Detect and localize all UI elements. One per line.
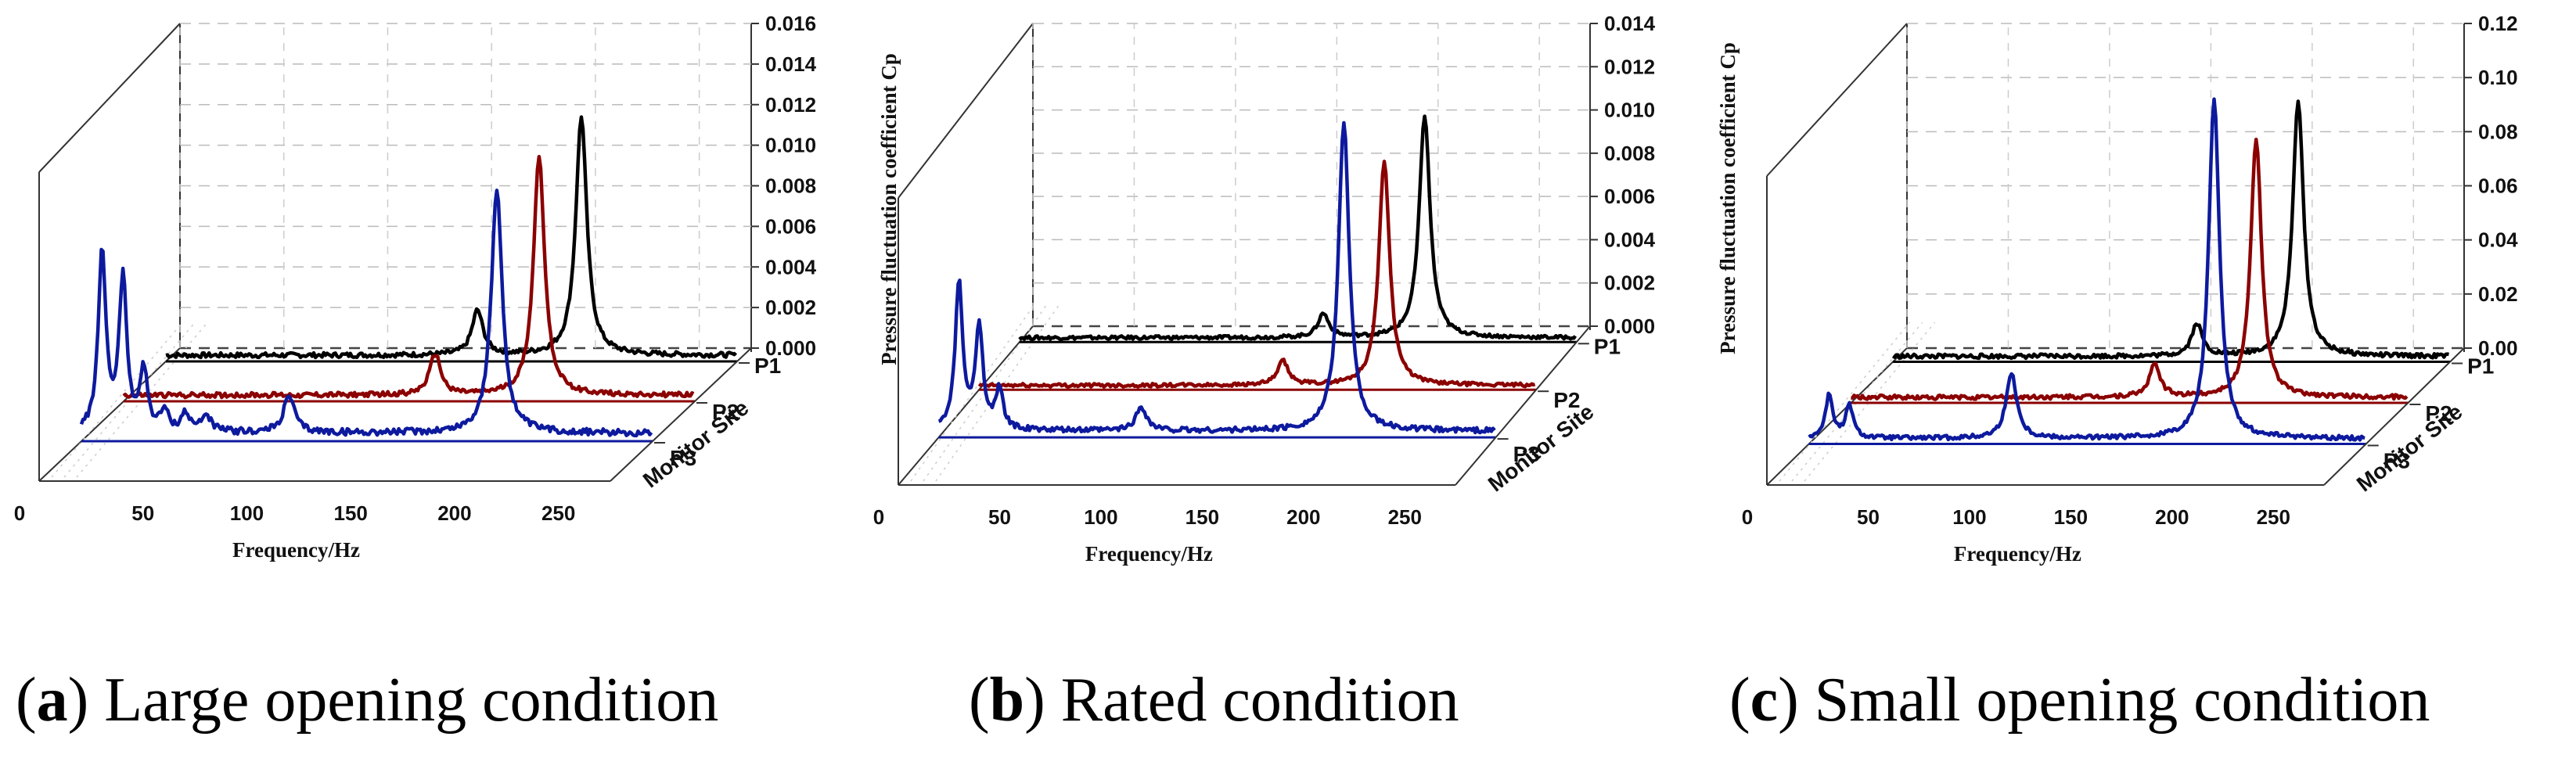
- y-tick-label: 0.000: [1604, 314, 1655, 338]
- caption-b-tag: b: [989, 666, 1025, 735]
- series-line-P3: [79, 189, 653, 438]
- site-label-P3: P3: [2384, 449, 2410, 473]
- depth-axis-label: Monitor Site: [1484, 400, 1599, 497]
- series-line-P2: [122, 154, 695, 400]
- site-label-P3: P3: [1513, 442, 1540, 466]
- y-axis-label: Pressure fluctuation coefficient Cp: [1716, 42, 1740, 354]
- gridline-wall: [1791, 322, 1923, 482]
- x-tick-label: 50: [1857, 505, 1880, 529]
- y-tick-label: 0.002: [765, 296, 816, 319]
- site-label-P1: P1: [1594, 334, 1621, 358]
- gridline-wall: [910, 301, 1037, 482]
- y-tick-label: 0.06: [2478, 174, 2518, 198]
- y-tick-label: 0.12: [2478, 12, 2518, 35]
- x-tick-label: 200: [1286, 505, 1320, 529]
- y-tick-label: 0.002: [1604, 271, 1655, 295]
- y-tick-label: 0.08: [2478, 120, 2518, 143]
- panel-c: 0.00 0.02 0.04 0.06 0.08 0.10 0.12 0 50 100 150 200…: [1742, 12, 2518, 566]
- caption-a-text: Large opening condition: [104, 666, 719, 735]
- x-tick-label: 50: [988, 505, 1011, 529]
- caption-b-text: Rated condition: [1060, 666, 1459, 735]
- series-line-P3: [1808, 97, 2366, 442]
- top-left-edge: [898, 23, 1034, 199]
- y-tick-label: 0.012: [1604, 55, 1655, 78]
- gridline-wall: [1779, 322, 1911, 482]
- site-label-P2: P2: [1553, 388, 1580, 412]
- depth-axis-line: [610, 347, 752, 482]
- gridline-wall: [935, 301, 1062, 482]
- caption-a: (a) Large opening condition: [16, 666, 719, 735]
- gridline-wall: [76, 322, 208, 478]
- depth-axis-line: [2323, 347, 2465, 486]
- top-left-edge: [1766, 23, 1908, 177]
- x-tick-label: 200: [437, 501, 471, 525]
- x-tick-label: 250: [2257, 505, 2290, 529]
- gridline-wall: [923, 301, 1049, 482]
- y-tick-label: 0.04: [2478, 228, 2518, 252]
- x-tick-label: 150: [333, 501, 367, 525]
- wall-left-edge: [1766, 23, 1908, 486]
- panel-b: 0.000 0.002 0.004 0.006 0.008 0.010 0.012 0.014…: [873, 12, 1740, 566]
- caption-c-text: Small opening condition: [1814, 666, 2430, 735]
- wall-left-edge: [898, 23, 1034, 486]
- gridline-wall: [63, 322, 196, 478]
- site-label-P2: P2: [712, 400, 739, 424]
- x-tick-label: 100: [1952, 505, 1986, 529]
- site-label-P1: P1: [754, 354, 781, 378]
- x-tick-label: 0: [14, 501, 25, 525]
- series-line-P1: [1891, 99, 2449, 361]
- panel-a: 0.000 0.002 0.004 0.006 0.008 0.010 0.012 0.014…: [14, 12, 901, 562]
- y-tick-label: 0.014: [765, 52, 817, 76]
- x-tick-label: 200: [2155, 505, 2189, 529]
- x-tick-label: 100: [1084, 505, 1117, 529]
- site-label-P3: P3: [670, 446, 696, 470]
- caption-c-tag: c: [1750, 666, 1779, 735]
- caption-a-tag: a: [36, 666, 68, 735]
- x-axis-label: Frequency/Hz: [1085, 542, 1213, 566]
- y-tick-label: 0.006: [1604, 185, 1655, 208]
- y-tick-label: 0.004: [1604, 228, 1656, 251]
- y-tick-label: 0.010: [765, 134, 816, 157]
- series-line-P2: [1851, 137, 2409, 401]
- y-tick-label: 0.008: [765, 174, 816, 198]
- depth-axis-label: Monitor Site: [639, 396, 754, 493]
- caption-c: (c) Small opening condition: [1729, 666, 2430, 735]
- x-tick-label: 50: [131, 501, 154, 525]
- y-tick-label: 0.10: [2478, 66, 2518, 89]
- x-tick-label: 250: [541, 501, 575, 525]
- y-tick-label: 0.012: [765, 93, 816, 117]
- gridline-wall: [1804, 322, 1936, 482]
- top-left-edge: [38, 23, 181, 173]
- series-line-P3: [937, 120, 1496, 435]
- x-axis-label: Frequency/Hz: [1954, 542, 2081, 566]
- x-tick-label: 250: [1388, 505, 1422, 529]
- x-tick-label: 0: [873, 505, 884, 529]
- y-tick-label: 0.014: [1604, 12, 1656, 35]
- depth-axis-label: Monitor Site: [2352, 400, 2467, 497]
- y-tick-label: 0.016: [765, 12, 816, 35]
- y-tick-label: 0.02: [2478, 282, 2518, 306]
- site-label-P1: P1: [2467, 354, 2494, 379]
- caption-b: (b) Rated condition: [969, 666, 1459, 735]
- y-axis-label: Pressure fluctuation coefficient Cp: [877, 53, 901, 365]
- y-tick-label: 0.006: [765, 214, 816, 238]
- series-line-P1: [1018, 114, 1578, 342]
- y-tick-label: 0.010: [1604, 99, 1655, 122]
- series-line-P1: [165, 115, 738, 360]
- series-line-P2: [977, 160, 1536, 389]
- y-tick-label: 0.008: [1604, 142, 1655, 165]
- y-tick-label: 0.000: [765, 336, 816, 360]
- y-tick-label: 0.004: [765, 255, 817, 278]
- x-tick-label: 150: [2054, 505, 2088, 529]
- y-tick-label: 0.00: [2478, 336, 2518, 360]
- x-tick-label: 100: [230, 501, 264, 525]
- depth-axis-line: [1455, 325, 1591, 486]
- site-label-P2: P2: [2425, 401, 2452, 426]
- x-tick-label: 0: [1742, 505, 1753, 529]
- gridline-wall: [51, 322, 183, 478]
- x-tick-label: 150: [1185, 505, 1219, 529]
- x-axis-label: Frequency/Hz: [232, 538, 360, 562]
